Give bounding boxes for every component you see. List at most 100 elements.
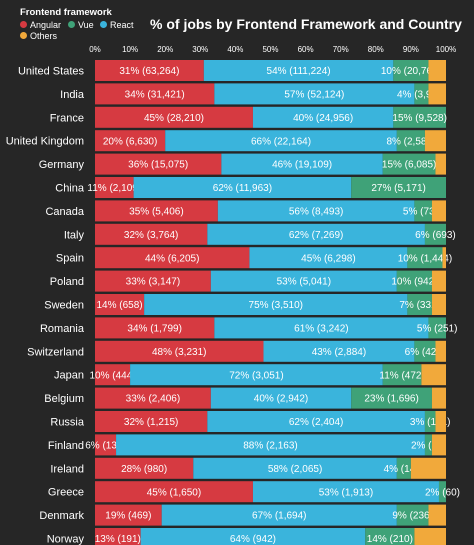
legend-swatch-react <box>100 21 107 28</box>
data-label: 6% (693) <box>415 230 456 241</box>
bar-segment <box>435 153 446 175</box>
data-label: 33% (3,147) <box>126 277 180 288</box>
bar-segment <box>95 294 145 315</box>
x-tick-label: 10% <box>122 45 138 54</box>
x-tick-label: 70% <box>333 45 349 54</box>
category-label: Norway <box>47 534 85 545</box>
bar-segment <box>396 457 411 479</box>
category-label: Japan <box>54 370 84 382</box>
data-label: 54% (111,224) <box>267 66 331 77</box>
data-label: 66% (22,164) <box>251 136 311 147</box>
legend-label-vue: Vue <box>78 20 94 30</box>
legend: Frontend framework Angular Vue React Oth… <box>20 7 134 41</box>
category-label: Ireland <box>50 463 84 475</box>
bar-row-switzerland: Switzerland 48% (3,231) 43% (2,884) 6% (427… <box>27 340 446 362</box>
bar-row-greece: Greece 45% (1,650) 53% (1,913) 2% (60) <box>48 481 460 503</box>
bar-segment <box>431 270 446 292</box>
bar-row-france: France 45% (28,210) 40% (24,956) 15% (9,528… <box>50 106 447 128</box>
data-label: 56% (8,493) <box>289 207 343 218</box>
data-label: 11% (472) <box>379 370 424 381</box>
data-label: 13% (191) <box>95 534 141 545</box>
x-tick-label: 60% <box>298 45 314 54</box>
bar-segment <box>95 83 215 105</box>
bar-row-japan: Japan 10% (444) 72% (3,051) 11% (472) <box>54 364 446 386</box>
data-label: 2% (57) <box>411 441 446 452</box>
bar-segment <box>95 223 208 245</box>
data-label: 14% (658) <box>96 300 142 311</box>
bar-row-germany: Germany 36% (15,075) 46% (19,109) 15% (6,08… <box>39 153 446 175</box>
data-label: 40% (24,956) <box>293 113 353 124</box>
data-label: 15% (6,085) <box>382 160 436 171</box>
data-label: 2% (60) <box>425 487 460 498</box>
bar-row-denmark: Denmark 19% (469) 67% (1,694) 9% (236) <box>39 504 446 526</box>
category-label: Poland <box>50 276 84 288</box>
category-label: Germany <box>39 159 85 171</box>
legend-swatch-angular <box>20 21 27 28</box>
bar-segment <box>382 153 436 175</box>
bar-segment <box>424 223 446 245</box>
bar-segment <box>217 200 415 222</box>
bar-segment <box>252 106 394 128</box>
bar-segment <box>161 504 397 526</box>
data-label: 5% (738) <box>403 207 444 218</box>
bar-segment <box>165 130 397 152</box>
bar-row-poland: Poland 33% (3,147) 53% (5,041) 10% (942) <box>50 270 446 292</box>
data-label: 19% (469) <box>105 511 151 522</box>
legend-swatch-vue <box>68 21 75 28</box>
bar-segment <box>442 247 446 269</box>
data-label: 23% (1,696) <box>364 394 418 405</box>
bar-row-canada: Canada 35% (5,406) 56% (8,493) 5% (738) <box>45 200 446 222</box>
bar-segment <box>435 411 446 432</box>
data-label: 14% (210) <box>367 534 413 545</box>
bar-segment <box>210 387 352 409</box>
data-label: 36% (15,075) <box>128 160 188 171</box>
bar-segment <box>140 528 366 545</box>
bar-segment <box>396 130 425 152</box>
bar-rows: United States 31% (63,264) 54% (111,224) 10… <box>6 60 460 545</box>
bar-segment <box>95 247 250 269</box>
category-label: Russia <box>50 417 85 429</box>
bar-segment <box>95 387 211 409</box>
data-label: 32% (3,764) <box>124 230 178 241</box>
bar-segment <box>116 434 425 456</box>
bar-segment <box>95 153 222 175</box>
legend-swatch-others <box>20 32 27 39</box>
bar-segment <box>396 504 429 526</box>
bar-segment <box>95 528 141 545</box>
x-tick-label: 80% <box>368 45 384 54</box>
legend-label-others: Others <box>30 31 58 41</box>
category-label: Denmark <box>39 510 84 522</box>
bar-row-sweden: Sweden 14% (658) 75% (3,510) 7% (331) <box>44 294 446 315</box>
data-label: 45% (6,298) <box>301 253 355 264</box>
bar-row-spain: Spain 44% (6,205) 45% (6,298) 10% (1,444) <box>56 247 452 269</box>
bar-segment <box>95 411 208 432</box>
bar-row-russia: Russia 32% (1,215) 62% (2,404) 3% (121) <box>50 411 450 432</box>
bar-segment <box>414 200 432 222</box>
bar-segment <box>221 153 383 175</box>
bar-segment <box>95 504 162 526</box>
category-label: United Kingdom <box>6 136 84 148</box>
bar-segment <box>95 317 215 339</box>
bar-segment <box>393 60 429 81</box>
bar-segment <box>263 340 415 362</box>
bar-row-china: China 11% (2,109) 62% (11,963) 27% (5,171) <box>55 177 446 198</box>
data-label: 53% (1,913) <box>319 487 373 498</box>
bar-segment <box>407 294 432 315</box>
bar-segment <box>95 340 264 362</box>
x-tick-label: 100% <box>436 45 456 54</box>
bar-segment <box>431 200 446 222</box>
category-label: Canada <box>45 206 84 218</box>
data-label: 15% (9,528) <box>392 113 446 124</box>
bar-row-italy: Italy 32% (3,764) 62% (7,269) 6% (693) <box>64 223 456 245</box>
data-label: 11% (2,109) <box>87 183 141 194</box>
x-tick-label: 20% <box>157 45 173 54</box>
data-label: 10% (20,767) <box>381 66 441 77</box>
data-label: 43% (2,884) <box>312 347 366 358</box>
data-label: 10% (1,444) <box>398 253 452 264</box>
bar-segment <box>207 223 425 245</box>
x-tick-label: 40% <box>227 45 243 54</box>
bar-row-belgium: Belgium 33% (2,406) 40% (2,942) 23% (1,696) <box>44 387 446 409</box>
bar-segment <box>424 411 436 432</box>
bar-row-finland: Finland 6% (138) 88% (2,163) 2% (57) <box>48 434 446 456</box>
